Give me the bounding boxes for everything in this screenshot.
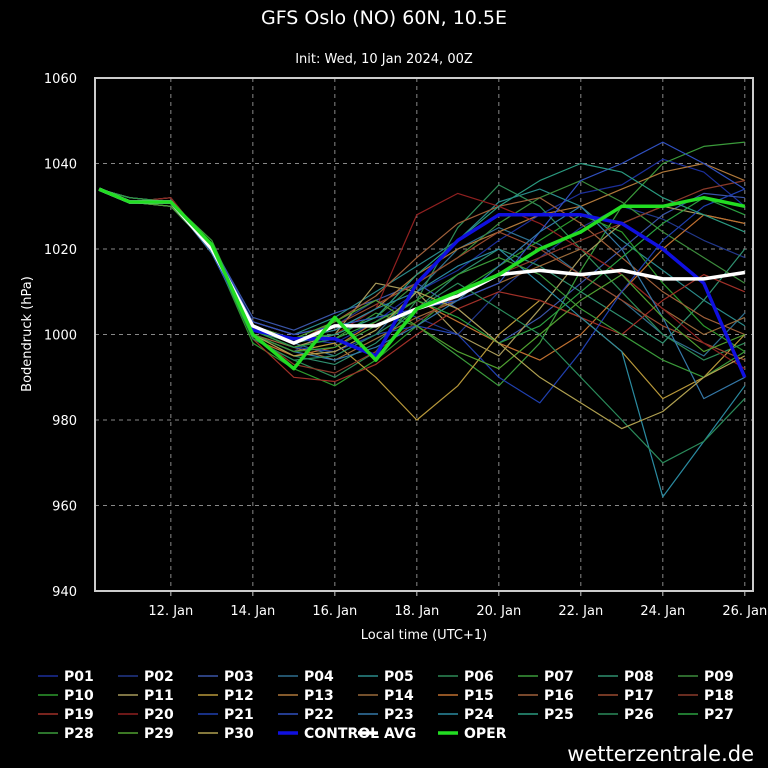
x-tick-label: 12. Jan — [148, 604, 193, 619]
plot-frame — [94, 77, 754, 592]
x-tick-label: 16. Jan — [312, 604, 357, 619]
series-line — [98, 188, 746, 383]
legend-label: P01 — [64, 669, 94, 685]
x-tick-label: 20. Jan — [476, 604, 521, 619]
legend-label: P14 — [384, 688, 414, 704]
legend-label: P06 — [464, 669, 494, 685]
legend-label: P28 — [64, 726, 94, 742]
legend-label: P08 — [624, 669, 654, 685]
x-tick-label: 18. Jan — [394, 604, 439, 619]
legend-label: P13 — [304, 688, 334, 704]
y-tick-label: 1000 — [44, 329, 77, 344]
chart-subtitle: Init: Wed, 10 Jan 2024, 00Z — [295, 52, 473, 67]
x-tick-label: 22. Jan — [558, 604, 603, 619]
y-tick-label: 1020 — [44, 243, 77, 258]
x-tick-label: 26. Jan — [722, 604, 767, 619]
series-line — [98, 188, 746, 378]
legend-label: P05 — [384, 669, 414, 685]
legend-label: P10 — [64, 688, 94, 704]
y-tick-label: 1040 — [44, 158, 77, 173]
x-axis-label: Local time (UTC+1) — [361, 628, 487, 643]
y-tick-label: 960 — [52, 500, 77, 515]
y-tick-label: 940 — [52, 585, 77, 600]
legend-label: P25 — [544, 707, 574, 723]
legend-label: P19 — [64, 707, 94, 723]
watermark: wetterzentrale.de — [567, 742, 754, 766]
legend-label: P04 — [304, 669, 334, 685]
legend-label: P07 — [544, 669, 574, 685]
legend-label: P29 — [144, 726, 174, 742]
legend-label: P18 — [704, 688, 734, 704]
legend-label: P27 — [704, 707, 734, 723]
series-line — [98, 184, 746, 378]
legend-label: P02 — [144, 669, 174, 685]
legend-label: P20 — [144, 707, 174, 723]
legend-label: P24 — [464, 707, 494, 723]
legend-label: OPER — [464, 726, 507, 742]
series-line — [98, 187, 747, 378]
legend-label: P16 — [544, 688, 574, 704]
legend-label: P23 — [384, 707, 414, 723]
legend-label: P09 — [704, 669, 734, 685]
legend-label: P17 — [624, 688, 654, 704]
legend-label: CONTROL — [304, 726, 379, 742]
y-tick-label: 980 — [52, 414, 77, 429]
y-axis-label: Bodendruck (hPa) — [20, 276, 35, 392]
legend-label: P11 — [144, 688, 174, 704]
chart-title: GFS Oslo (NO) 60N, 10.5E — [261, 7, 507, 29]
series-line — [98, 188, 746, 387]
legend-label: AVG — [384, 726, 416, 742]
legend-label: P22 — [304, 707, 334, 723]
legend-label: P12 — [224, 688, 254, 704]
legend-label: P15 — [464, 688, 494, 704]
x-tick-label: 14. Jan — [230, 604, 275, 619]
series-line — [98, 187, 746, 371]
legend-label: P30 — [224, 726, 254, 742]
y-tick-label: 1060 — [44, 72, 77, 87]
x-tick-label: 24. Jan — [640, 604, 685, 619]
legend-label: P21 — [224, 707, 254, 723]
legend-label: P26 — [624, 707, 654, 723]
legend-label: P03 — [224, 669, 254, 685]
